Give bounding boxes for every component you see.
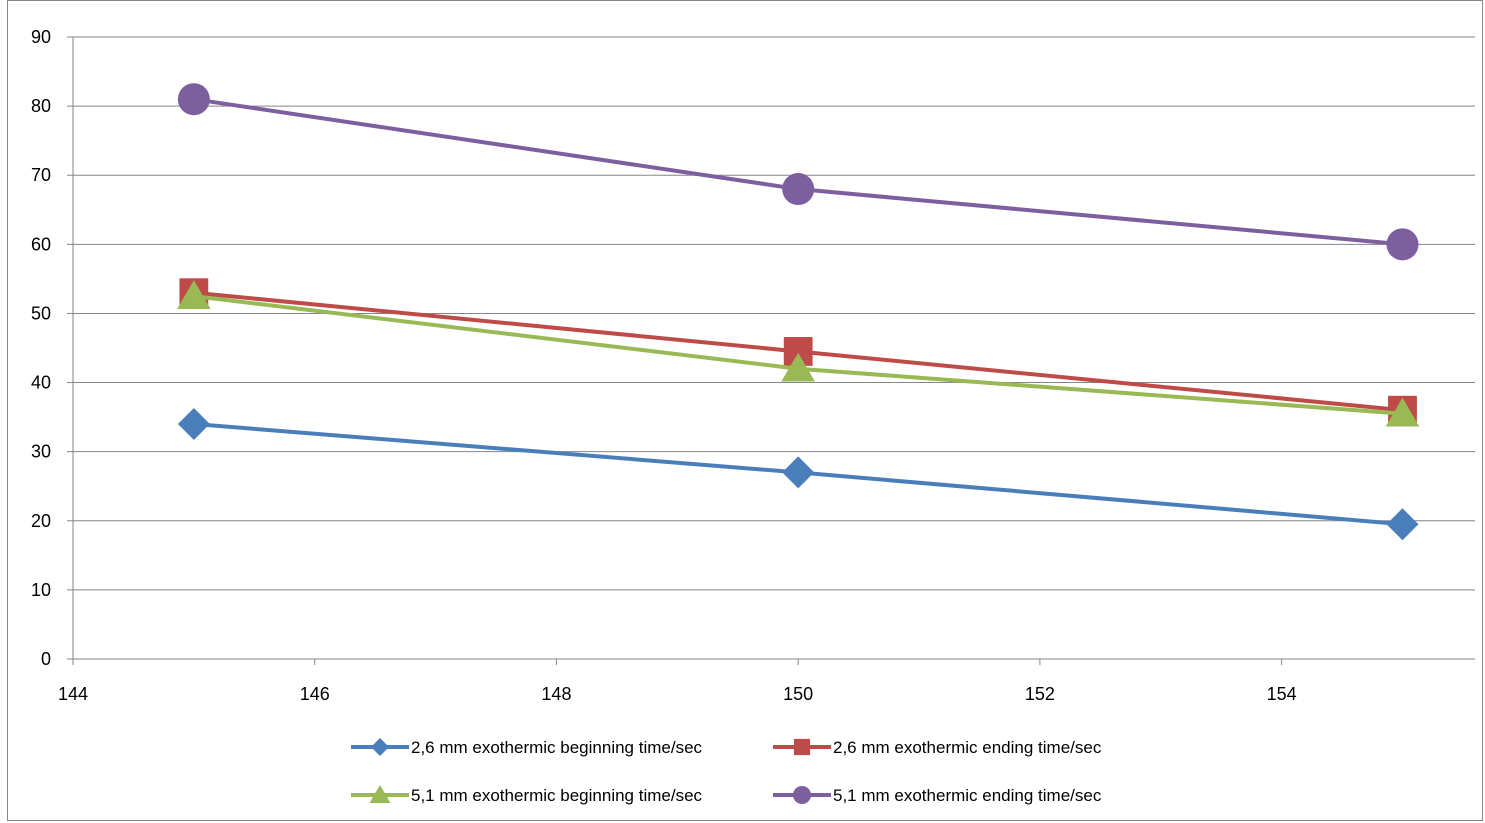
y-tick-label-9: 90 [31, 27, 51, 47]
legend-label-4: 5,1 mm exothermic ending time/sec [833, 786, 1102, 805]
series-4-line [193, 97, 1403, 247]
x-tick-label-4: 152 [1025, 684, 1055, 704]
x-tick-label-3: 150 [783, 684, 813, 704]
y-tick-label-2: 20 [31, 511, 51, 531]
y-tick-label-8: 80 [31, 96, 51, 116]
x-tick-label-2: 148 [541, 684, 571, 704]
gridlines [73, 36, 1475, 591]
y-tick-label-1: 10 [31, 580, 51, 600]
series-1-point-1 [177, 408, 210, 441]
x-tick-label-0: 144 [58, 684, 88, 704]
y-tick-label-7: 70 [31, 165, 51, 185]
legend-marker-2 [793, 738, 811, 756]
legend-entry-4: 5,1 mm exothermic ending time/sec [773, 786, 1102, 805]
series-3-point-1 [177, 280, 211, 309]
legend-label-3: 5,1 mm exothermic beginning time/sec [411, 786, 703, 805]
legend-entry-3: 5,1 mm exothermic beginning time/sec [351, 785, 703, 805]
y-tick-label-6: 60 [31, 234, 51, 254]
series-4-point-3 [1386, 228, 1419, 261]
legend: 2,6 mm exothermic beginning time/sec 2,6 … [351, 738, 1102, 805]
series-4-point-2 [782, 173, 815, 206]
series-3-point-3 [1385, 397, 1420, 427]
y-tick-label-4: 40 [31, 373, 51, 393]
series-3 [177, 280, 1420, 427]
y-tick-label-3: 30 [31, 442, 51, 462]
legend-label-1: 2,6 mm exothermic beginning time/sec [411, 738, 703, 757]
chart-frame [7, 0, 1483, 821]
x-tick-label-1: 146 [300, 684, 330, 704]
y-tick-label-0: 0 [41, 649, 51, 669]
legend-label-2: 2,6 mm exothermic ending time/sec [833, 738, 1102, 757]
legend-entry-1: 2,6 mm exothermic beginning time/sec [351, 738, 703, 757]
series-4-point-1 [177, 83, 210, 116]
legend-marker-1 [371, 738, 389, 756]
series-lines [177, 83, 1420, 541]
series-3-point-2 [781, 352, 815, 382]
series-1-point-3 [1386, 508, 1419, 541]
axes: 0 10 20 30 40 50 60 70 80 90 144 146 148 150 152 154 [31, 27, 1475, 704]
legend-marker-3 [369, 785, 391, 803]
y-tick-label-5: 50 [31, 303, 51, 323]
x-tick-label-5: 154 [1267, 684, 1297, 704]
legend-marker-4 [793, 786, 811, 804]
series-1-point-2 [782, 456, 815, 489]
legend-entry-2: 2,6 mm exothermic ending time/sec [773, 738, 1102, 757]
series-4 [177, 83, 1419, 261]
series-1 [177, 408, 1419, 541]
